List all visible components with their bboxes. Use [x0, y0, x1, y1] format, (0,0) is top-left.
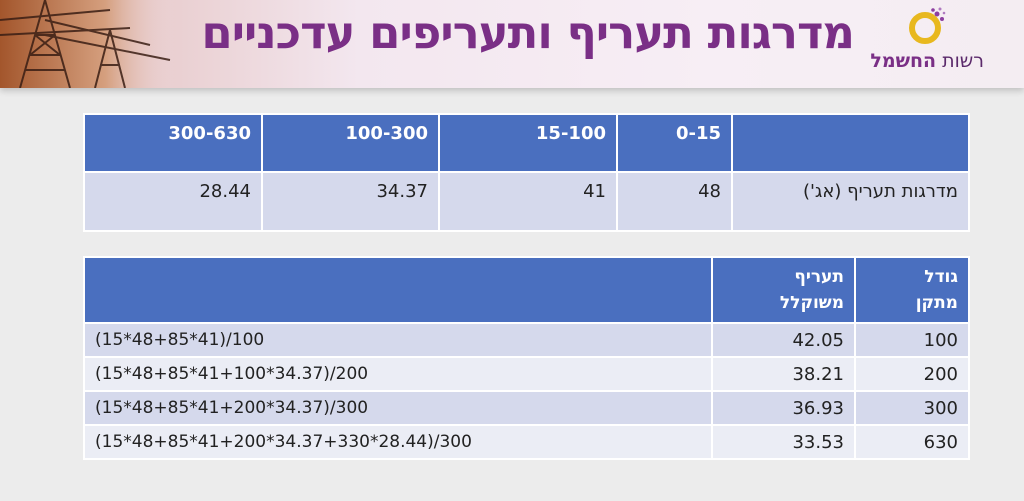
tiers-header-empty [731, 113, 970, 173]
tariff-cell: 33.53 [711, 424, 856, 460]
header-size-line1: גודל [924, 267, 958, 287]
formula-cell: (15*48+85*41+200*34.37+330*28.44)/300 [83, 424, 713, 460]
tiers-header-100-300: 100-300 [261, 113, 440, 173]
electricity-authority-logo-icon [909, 7, 946, 44]
tier-value: 34.37 [261, 171, 440, 232]
tariff-cell: 42.05 [711, 322, 856, 358]
header-tariff-line2: משוקלל [779, 293, 844, 313]
table-row: 200 38.21 (15*48+85*41+100*34.37)/200 [83, 356, 970, 392]
tiers-header-300-630: 300-630 [83, 113, 263, 173]
logo-text: רשות החשמל [870, 50, 984, 72]
weighted-tariff-table: גודל מתקן תעריף משוקלל 100 42.05 (15*48+… [83, 256, 970, 460]
size-cell: 630 [854, 424, 970, 460]
tiers-value-row: מדרגות תעריף (אג') 48 41 34.37 28.44 [83, 171, 970, 232]
header-formula [83, 256, 713, 324]
header-weighted-tariff: תעריף משוקלל [711, 256, 856, 324]
tariff-cell: 38.21 [711, 356, 856, 392]
tier-value: 41 [438, 171, 618, 232]
table-row: 300 36.93 (15*48+85*41+200*34.37)/300 [83, 390, 970, 426]
header-installation-size: גודל מתקן [854, 256, 970, 324]
size-cell: 300 [854, 390, 970, 426]
table-row: 100 42.05 (15*48+85*41)/100 [83, 322, 970, 358]
power-tower-image [0, 0, 175, 88]
table-row: 630 33.53 (15*48+85*41+200*34.37+330*28.… [83, 424, 970, 460]
formula-cell: (15*48+85*41+200*34.37)/300 [83, 390, 713, 426]
header-size-line2: מתקן [915, 293, 958, 313]
weighted-header-row: גודל מתקן תעריף משוקלל [83, 256, 970, 324]
tariff-cell: 36.93 [711, 390, 856, 426]
tiers-header-row: 0-15 15-100 100-300 300-630 [83, 113, 970, 173]
size-cell: 200 [854, 356, 970, 392]
tiers-header-15-100: 15-100 [438, 113, 618, 173]
header-banner: מדרגות תעריף ותעריפים עדכניים רשות החשמל [0, 0, 1024, 88]
tier-value: 48 [616, 171, 733, 232]
tiers-header-0-15: 0-15 [616, 113, 733, 173]
tariff-tiers-table: 0-15 15-100 100-300 300-630 מדרגות תעריף… [83, 113, 970, 232]
logo-text-bold: החשמל [870, 50, 937, 72]
page-title: מדרגות תעריף ותעריפים עדכניים [201, 6, 855, 59]
logo-text-plain: רשות [942, 50, 984, 72]
formula-cell: (15*48+85*41)/100 [83, 322, 713, 358]
size-cell: 100 [854, 322, 970, 358]
formula-cell: (15*48+85*41+100*34.37)/200 [83, 356, 713, 392]
header-tariff-line1: תעריף [794, 267, 844, 287]
logo: רשות החשמל [852, 2, 1002, 82]
tiers-row-label: מדרגות תעריף (אג') [731, 171, 970, 232]
tier-value: 28.44 [83, 171, 263, 232]
